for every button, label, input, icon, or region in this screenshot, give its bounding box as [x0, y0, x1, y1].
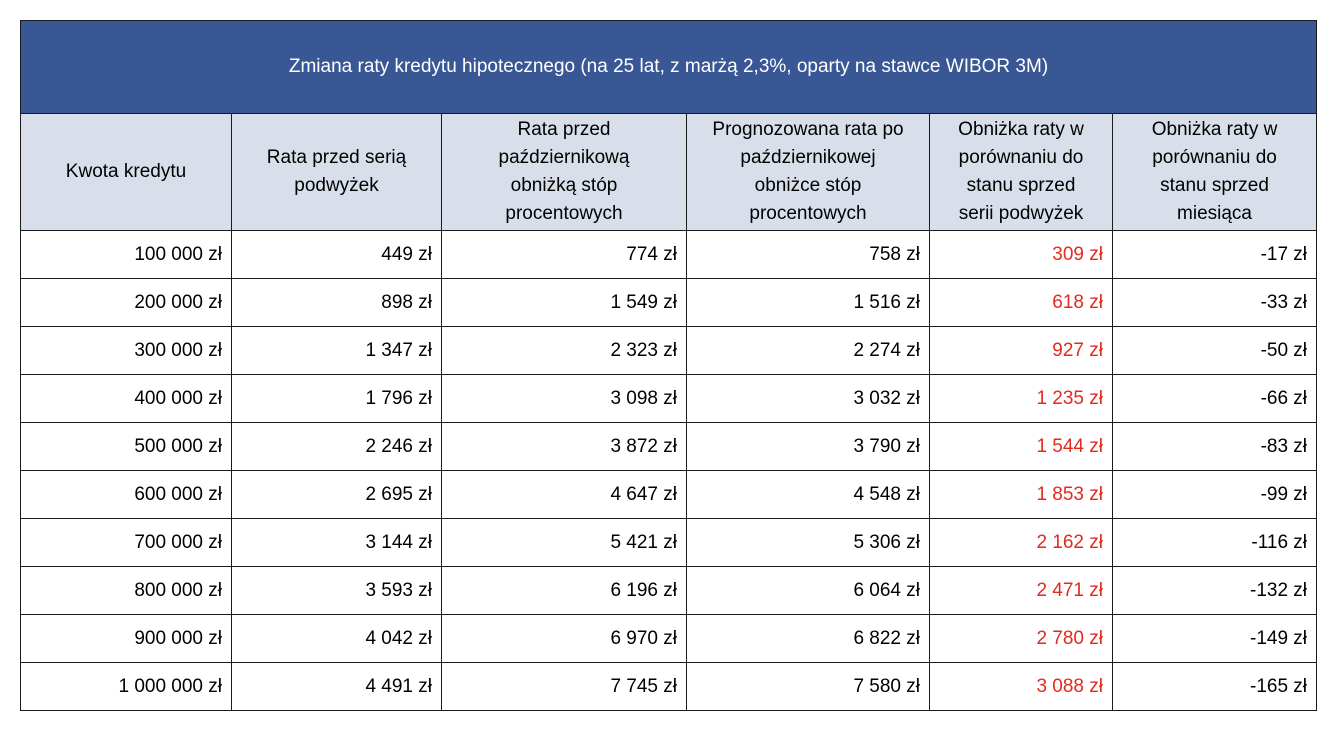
cell-reduction-vs-before-hikes: 309 zł — [929, 230, 1113, 279]
cell-reduction-vs-before-hikes: 2 471 zł — [929, 566, 1113, 615]
cell-reduction-vs-last-month: -66 zł — [1111, 374, 1318, 423]
cell-rate-before-cut: 4 647 zł — [441, 470, 687, 519]
cell-rate-before-hikes: 4 042 zł — [231, 614, 442, 663]
table-row: 500 000 zł 2 246 zł 3 872 zł 3 790 zł 1 … — [20, 422, 1318, 471]
column-header-reduction-vs-last-month: Obniżka raty w porównaniu do stanu sprze… — [1111, 113, 1318, 231]
table-row: 200 000 zł 898 zł 1 549 zł 1 516 zł 618 … — [20, 278, 1318, 327]
cell-loan-amount: 500 000 zł — [20, 422, 232, 471]
cell-rate-before-hikes: 2 246 zł — [231, 422, 442, 471]
cell-reduction-vs-last-month: -50 zł — [1111, 326, 1318, 375]
cell-reduction-vs-before-hikes: 2 162 zł — [929, 518, 1113, 567]
mortgage-rate-table-container: Zmiana raty kredytu hipotecznego (na 25 … — [19, 20, 1318, 711]
cell-forecast-rate: 7 580 zł — [686, 662, 930, 711]
cell-forecast-rate: 3 790 zł — [686, 422, 930, 471]
cell-forecast-rate: 1 516 zł — [686, 278, 930, 327]
cell-reduction-vs-last-month: -83 zł — [1111, 422, 1318, 471]
cell-rate-before-hikes: 3 144 zł — [231, 518, 442, 567]
cell-loan-amount: 700 000 zł — [20, 518, 232, 567]
cell-forecast-rate: 5 306 zł — [686, 518, 930, 567]
column-header-forecast-rate-after-cut: Prognozowana rata po październikowej obn… — [686, 113, 930, 231]
table-row: 800 000 zł 3 593 zł 6 196 zł 6 064 zł 2 … — [20, 566, 1318, 615]
column-header-rate-before-hikes: Rata przed serią podwyżek — [231, 113, 442, 231]
table-row: 400 000 zł 1 796 zł 3 098 zł 3 032 zł 1 … — [20, 374, 1318, 423]
cell-loan-amount: 400 000 zł — [20, 374, 232, 423]
column-header-rate-before-october-cut: Rata przed październikową obniżką stóp p… — [441, 113, 687, 231]
cell-rate-before-hikes: 3 593 zł — [231, 566, 442, 615]
cell-forecast-rate: 2 274 zł — [686, 326, 930, 375]
table-row: 600 000 zł 2 695 zł 4 647 zł 4 548 zł 1 … — [20, 470, 1318, 519]
cell-forecast-rate: 6 822 zł — [686, 614, 930, 663]
cell-forecast-rate: 6 064 zł — [686, 566, 930, 615]
cell-reduction-vs-last-month: -149 zł — [1111, 614, 1318, 663]
cell-rate-before-hikes: 2 695 zł — [231, 470, 442, 519]
cell-reduction-vs-before-hikes: 3 088 zł — [929, 662, 1113, 711]
cell-rate-before-cut: 774 zł — [441, 230, 687, 279]
cell-rate-before-cut: 5 421 zł — [441, 518, 687, 567]
column-header-reduction-vs-before-hikes: Obniżka raty w porównaniu do stanu sprze… — [929, 113, 1113, 231]
cell-loan-amount: 800 000 zł — [20, 566, 232, 615]
cell-rate-before-hikes: 4 491 zł — [231, 662, 442, 711]
cell-rate-before-hikes: 449 zł — [231, 230, 442, 279]
cell-rate-before-cut: 3 872 zł — [441, 422, 687, 471]
cell-reduction-vs-before-hikes: 2 780 zł — [929, 614, 1113, 663]
cell-reduction-vs-last-month: -17 zł — [1111, 230, 1318, 279]
cell-reduction-vs-last-month: -99 zł — [1111, 470, 1318, 519]
cell-rate-before-cut: 6 196 zł — [441, 566, 687, 615]
cell-forecast-rate: 3 032 zł — [686, 374, 930, 423]
table-row: 300 000 zł 1 347 zł 2 323 zł 2 274 zł 92… — [20, 326, 1318, 375]
cell-reduction-vs-last-month: -132 zł — [1111, 566, 1318, 615]
table-title: Zmiana raty kredytu hipotecznego (na 25 … — [19, 20, 1318, 114]
cell-rate-before-cut: 3 098 zł — [441, 374, 687, 423]
column-header-loan-amount: Kwota kredytu — [20, 113, 232, 231]
cell-reduction-vs-last-month: -165 zł — [1111, 662, 1318, 711]
cell-forecast-rate: 4 548 zł — [686, 470, 930, 519]
table-header-row: Kwota kredytu Rata przed serią podwyżek … — [20, 113, 1318, 231]
table-row: 100 000 zł 449 zł 774 zł 758 zł 309 zł -… — [20, 230, 1318, 279]
mortgage-rate-table: Zmiana raty kredytu hipotecznego (na 25 … — [19, 20, 1318, 711]
cell-rate-before-cut: 2 323 zł — [441, 326, 687, 375]
cell-loan-amount: 600 000 zł — [20, 470, 232, 519]
cell-reduction-vs-last-month: -33 zł — [1111, 278, 1318, 327]
cell-reduction-vs-last-month: -116 zł — [1111, 518, 1318, 567]
cell-forecast-rate: 758 zł — [686, 230, 930, 279]
cell-rate-before-cut: 6 970 zł — [441, 614, 687, 663]
cell-rate-before-hikes: 1 347 zł — [231, 326, 442, 375]
cell-reduction-vs-before-hikes: 1 544 zł — [929, 422, 1113, 471]
table-row: 700 000 zł 3 144 zł 5 421 zł 5 306 zł 2 … — [20, 518, 1318, 567]
cell-reduction-vs-before-hikes: 927 zł — [929, 326, 1113, 375]
cell-rate-before-hikes: 898 zł — [231, 278, 442, 327]
cell-rate-before-hikes: 1 796 zł — [231, 374, 442, 423]
table-row: 900 000 zł 4 042 zł 6 970 zł 6 822 zł 2 … — [20, 614, 1318, 663]
cell-loan-amount: 900 000 zł — [20, 614, 232, 663]
cell-reduction-vs-before-hikes: 1 235 zł — [929, 374, 1113, 423]
cell-rate-before-cut: 1 549 zł — [441, 278, 687, 327]
cell-loan-amount: 100 000 zł — [20, 230, 232, 279]
cell-loan-amount: 1 000 000 zł — [20, 662, 232, 711]
cell-reduction-vs-before-hikes: 1 853 zł — [929, 470, 1113, 519]
table-title-row: Zmiana raty kredytu hipotecznego (na 25 … — [19, 20, 1318, 114]
cell-loan-amount: 300 000 zł — [20, 326, 232, 375]
cell-reduction-vs-before-hikes: 618 zł — [929, 278, 1113, 327]
cell-loan-amount: 200 000 zł — [20, 278, 232, 327]
table-row: 1 000 000 zł 4 491 zł 7 745 zł 7 580 zł … — [20, 662, 1318, 711]
cell-rate-before-cut: 7 745 zł — [441, 662, 687, 711]
